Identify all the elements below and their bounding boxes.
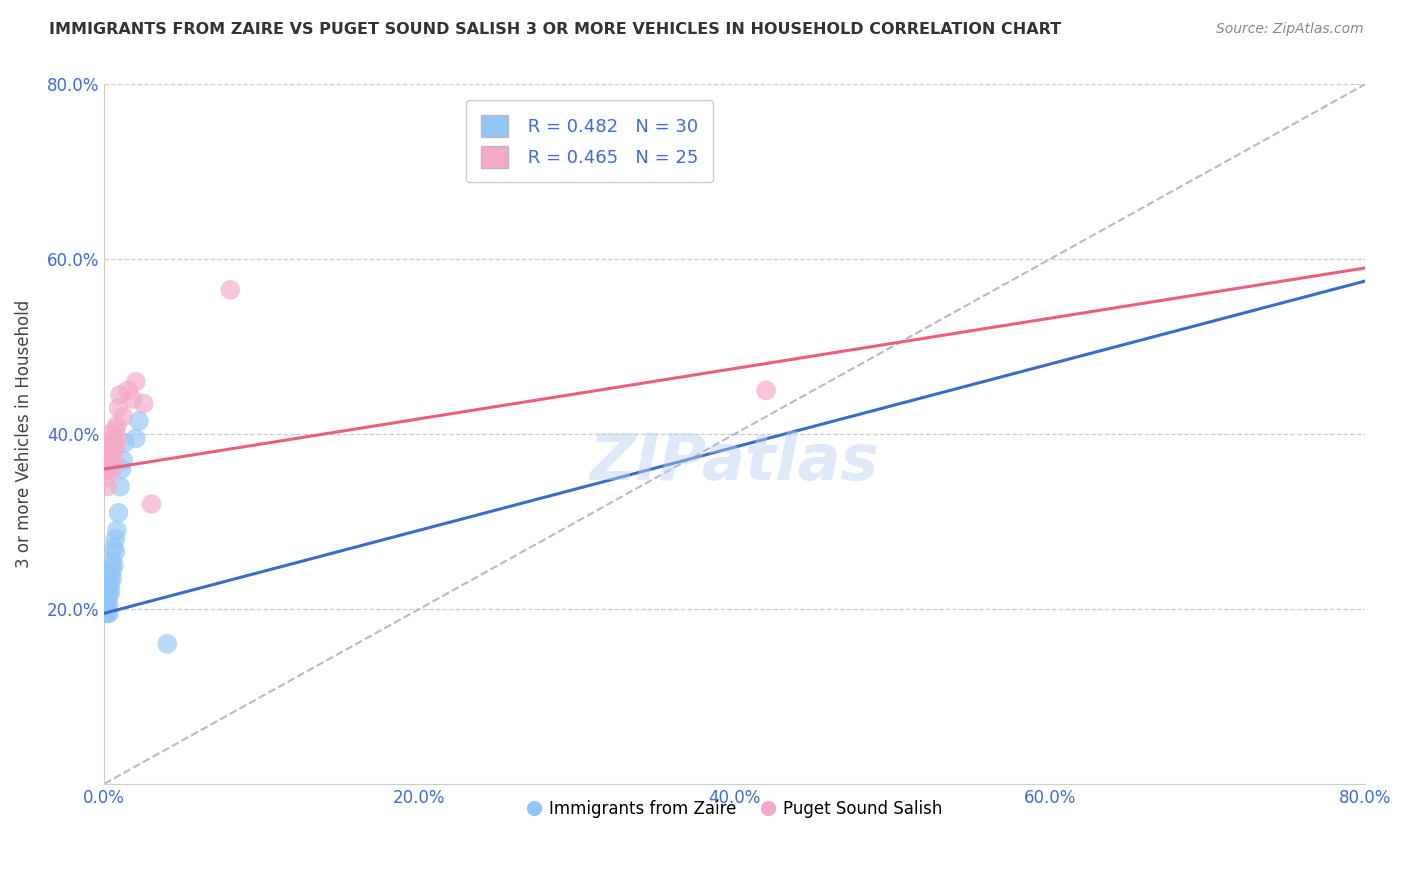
Point (96, 462, 118, 476)
Point (107, 506, 129, 520)
Point (101, 554, 124, 568)
Point (132, 396, 155, 410)
Point (101, 462, 124, 476)
Point (110, 462, 132, 476)
Text: ZIPatlas: ZIPatlas (589, 431, 879, 493)
Point (98, 598, 121, 612)
Point (96, 607, 118, 621)
Point (141, 497, 163, 511)
Point (114, 435, 136, 450)
Point (105, 432, 128, 446)
Point (100, 453, 122, 467)
Point (96, 479, 118, 493)
Point (117, 384, 139, 398)
Point (108, 479, 131, 493)
Point (103, 541, 125, 555)
Point (107, 401, 129, 415)
Y-axis label: 3 or more Vehicles in Household: 3 or more Vehicles in Household (15, 300, 32, 568)
Point (104, 423, 127, 437)
Point (219, 283, 242, 297)
Point (103, 453, 125, 467)
Point (94, 471, 117, 485)
Point (100, 435, 122, 450)
Point (104, 545, 127, 559)
Point (104, 440, 127, 454)
Point (112, 409, 135, 424)
Point (96, 584, 118, 599)
Text: Source: ZipAtlas.com: Source: ZipAtlas.com (1216, 22, 1364, 37)
Point (105, 418, 128, 433)
Point (100, 575, 122, 590)
Point (112, 453, 135, 467)
Point (100, 584, 122, 599)
Point (98, 427, 121, 442)
Point (125, 375, 148, 389)
Point (755, 384, 778, 398)
Point (156, 637, 179, 651)
Point (125, 432, 148, 446)
Point (128, 414, 150, 428)
Point (104, 532, 127, 546)
Point (101, 444, 124, 458)
Point (98, 607, 121, 621)
Point (103, 558, 125, 573)
Point (98, 444, 121, 458)
Legend: Immigrants from Zaire, Puget Sound Salish: Immigrants from Zaire, Puget Sound Salis… (520, 793, 949, 824)
Point (108, 388, 131, 402)
Point (94, 598, 117, 612)
Point (98, 580, 121, 594)
Point (103, 435, 125, 450)
Point (98, 589, 121, 603)
Point (94, 607, 117, 621)
Point (96, 593, 118, 607)
Point (101, 563, 124, 577)
Point (105, 523, 128, 537)
Point (101, 571, 124, 585)
Point (121, 392, 143, 406)
Point (96, 602, 118, 616)
Point (94, 589, 117, 603)
Text: IMMIGRANTS FROM ZAIRE VS PUGET SOUND SALISH 3 OR MORE VEHICLES IN HOUSEHOLD CORR: IMMIGRANTS FROM ZAIRE VS PUGET SOUND SAL… (49, 22, 1062, 37)
Point (100, 566, 122, 581)
